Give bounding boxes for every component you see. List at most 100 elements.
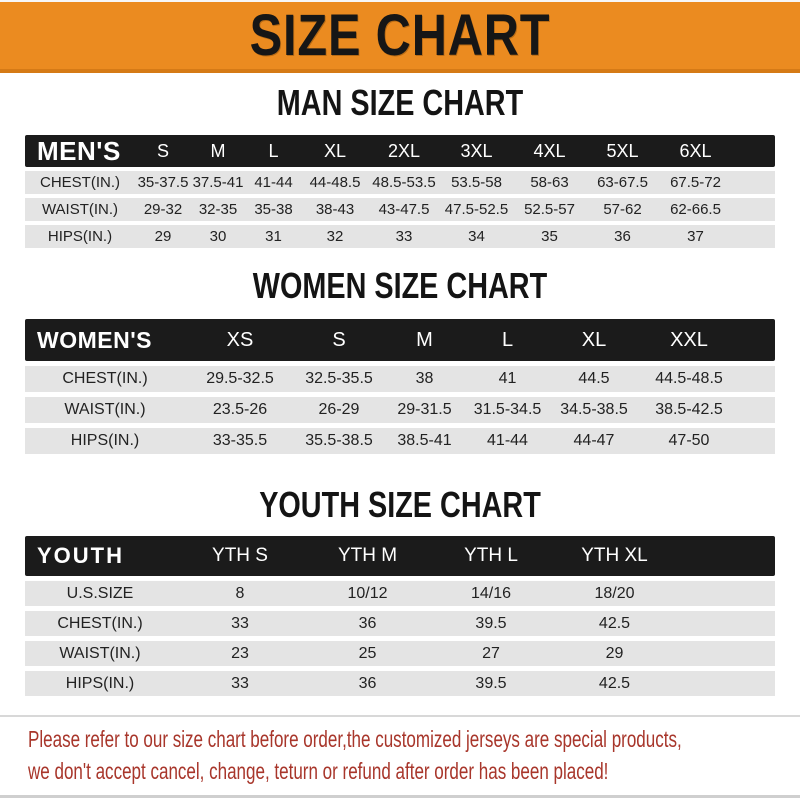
women-size-table: WOMEN'S XS S M L XL XXL CHEST(IN.) 29.5-32.5 32.5… bbox=[25, 314, 775, 459]
header-trailing-cell bbox=[732, 135, 775, 167]
section-heading: WOMEN SIZE CHART bbox=[252, 265, 548, 306]
table-header-row: YOUTH YTH S YTH M YTH L YTH XL bbox=[25, 536, 775, 576]
table-row: HIPS(IN.) 33-35.5 35.5-38.5 38.5-41 41-44 44-… bbox=[25, 428, 775, 454]
size-column-header: YTH S bbox=[175, 536, 305, 576]
section-heading: MAN SIZE CHART bbox=[276, 82, 524, 123]
row-trailing-cell bbox=[677, 671, 775, 696]
section-men: MAN SIZE CHART MEN'S S M L XL 2XL 3XL 4XL 5XL 6XL C… bbox=[0, 83, 800, 252]
section-heading: YOUTH SIZE CHART bbox=[259, 484, 541, 525]
row-trailing-cell bbox=[677, 581, 775, 606]
row-label: WAIST(IN.) bbox=[25, 397, 185, 423]
size-column-header: S bbox=[135, 135, 191, 167]
size-value-cell: 31.5-34.5 bbox=[466, 397, 549, 423]
size-value-cell: 14/16 bbox=[430, 581, 552, 606]
row-trailing-cell bbox=[739, 366, 775, 392]
notice-text-1: Please refer to our size chart before or… bbox=[28, 725, 682, 752]
table-row: WAIST(IN.) 29-32 32-35 35-38 38-43 43-47.5 47.… bbox=[25, 198, 775, 221]
size-column-header: 4XL bbox=[513, 135, 586, 167]
row-label: HIPS(IN.) bbox=[25, 671, 175, 696]
size-value-cell: 38.5-41 bbox=[383, 428, 466, 454]
size-value-cell: 53.5-58 bbox=[440, 171, 513, 194]
table-header-row: MEN'S S M L XL 2XL 3XL 4XL 5XL 6XL bbox=[25, 135, 775, 167]
youth-size-table: YOUTH YTH S YTH M YTH L YTH XL U.S.SIZE 8 10/12… bbox=[25, 531, 775, 701]
table-header-label: WOMEN'S bbox=[25, 319, 185, 361]
size-value-cell: 35-38 bbox=[245, 198, 302, 221]
size-value-cell: 31 bbox=[245, 225, 302, 248]
size-value-cell: 52.5-57 bbox=[513, 198, 586, 221]
size-value-cell: 29-31.5 bbox=[383, 397, 466, 423]
size-column-header: M bbox=[191, 135, 245, 167]
row-label: WAIST(IN.) bbox=[25, 641, 175, 666]
size-value-cell: 18/20 bbox=[552, 581, 677, 606]
size-value-cell: 30 bbox=[191, 225, 245, 248]
row-label: HIPS(IN.) bbox=[25, 225, 135, 248]
table-header-label: YOUTH bbox=[25, 536, 175, 576]
size-column-header: L bbox=[466, 319, 549, 361]
size-value-cell: 44.5 bbox=[549, 366, 639, 392]
size-value-cell: 33-35.5 bbox=[185, 428, 295, 454]
size-value-cell: 44-47 bbox=[549, 428, 639, 454]
size-column-header: YTH L bbox=[430, 536, 552, 576]
size-value-cell: 67.5-72 bbox=[659, 171, 732, 194]
table-header-row: WOMEN'S XS S M L XL XXL bbox=[25, 319, 775, 361]
size-column-header: XL bbox=[302, 135, 368, 167]
size-value-cell: 39.5 bbox=[430, 671, 552, 696]
size-value-cell: 29.5-32.5 bbox=[185, 366, 295, 392]
size-value-cell: 38 bbox=[383, 366, 466, 392]
footer-notice: Please refer to our size chart before or… bbox=[0, 715, 800, 798]
table-header-label: MEN'S bbox=[25, 135, 135, 167]
row-label: CHEST(IN.) bbox=[25, 366, 185, 392]
size-column-header: 5XL bbox=[586, 135, 659, 167]
size-column-header: L bbox=[245, 135, 302, 167]
size-value-cell: 47.5-52.5 bbox=[440, 198, 513, 221]
row-trailing-cell bbox=[732, 171, 775, 194]
size-value-cell: 32-35 bbox=[191, 198, 245, 221]
size-value-cell: 34.5-38.5 bbox=[549, 397, 639, 423]
size-value-cell: 8 bbox=[175, 581, 305, 606]
size-column-header: XL bbox=[549, 319, 639, 361]
row-trailing-cell bbox=[739, 428, 775, 454]
table-row: CHEST(IN.) 29.5-32.5 32.5-35.5 38 41 44.5 44.5… bbox=[25, 366, 775, 392]
size-value-cell: 35 bbox=[513, 225, 586, 248]
size-value-cell: 35.5-38.5 bbox=[295, 428, 383, 454]
section-heading-row: YOUTH SIZE CHART bbox=[0, 485, 800, 525]
banner-title: SIZE CHART bbox=[249, 3, 551, 68]
size-column-header: XXL bbox=[639, 319, 739, 361]
size-value-cell: 58-63 bbox=[513, 171, 586, 194]
table-row: HIPS(IN.) 33 36 39.5 42.5 bbox=[25, 671, 775, 696]
size-value-cell: 44-48.5 bbox=[302, 171, 368, 194]
table-row: CHEST(IN.) 33 36 39.5 42.5 bbox=[25, 611, 775, 636]
size-value-cell: 10/12 bbox=[305, 581, 430, 606]
size-value-cell: 36 bbox=[305, 611, 430, 636]
size-value-cell: 29-32 bbox=[135, 198, 191, 221]
section-heading-row: WOMEN SIZE CHART bbox=[0, 266, 800, 306]
table-row: U.S.SIZE 8 10/12 14/16 18/20 bbox=[25, 581, 775, 606]
size-value-cell: 25 bbox=[305, 641, 430, 666]
size-column-header: 3XL bbox=[440, 135, 513, 167]
size-column-header: M bbox=[383, 319, 466, 361]
size-value-cell: 41-44 bbox=[466, 428, 549, 454]
size-column-header: YTH XL bbox=[552, 536, 677, 576]
size-value-cell: 32.5-35.5 bbox=[295, 366, 383, 392]
size-column-header: 6XL bbox=[659, 135, 732, 167]
size-value-cell: 62-66.5 bbox=[659, 198, 732, 221]
section-heading-row: MAN SIZE CHART bbox=[0, 83, 800, 123]
size-value-cell: 38-43 bbox=[302, 198, 368, 221]
size-value-cell: 41-44 bbox=[245, 171, 302, 194]
section-women: WOMEN SIZE CHART WOMEN'S XS S M L XL XXL CHEST(I… bbox=[0, 266, 800, 459]
size-value-cell: 33 bbox=[175, 671, 305, 696]
size-value-cell: 36 bbox=[586, 225, 659, 248]
size-value-cell: 27 bbox=[430, 641, 552, 666]
row-label: CHEST(IN.) bbox=[25, 611, 175, 636]
size-value-cell: 35-37.5 bbox=[135, 171, 191, 194]
size-column-header: YTH M bbox=[305, 536, 430, 576]
size-value-cell: 43-47.5 bbox=[368, 198, 440, 221]
size-value-cell: 33 bbox=[368, 225, 440, 248]
notice-line: we don't accept cancel, change, teturn o… bbox=[28, 755, 800, 787]
charts: MAN SIZE CHART MEN'S S M L XL 2XL 3XL 4XL 5XL 6XL C… bbox=[0, 83, 800, 701]
table-row: CHEST(IN.) 35-37.5 37.5-41 41-44 44-48.5 48.5… bbox=[25, 171, 775, 194]
size-value-cell: 63-67.5 bbox=[586, 171, 659, 194]
size-value-cell: 42.5 bbox=[552, 611, 677, 636]
row-trailing-cell bbox=[732, 225, 775, 248]
